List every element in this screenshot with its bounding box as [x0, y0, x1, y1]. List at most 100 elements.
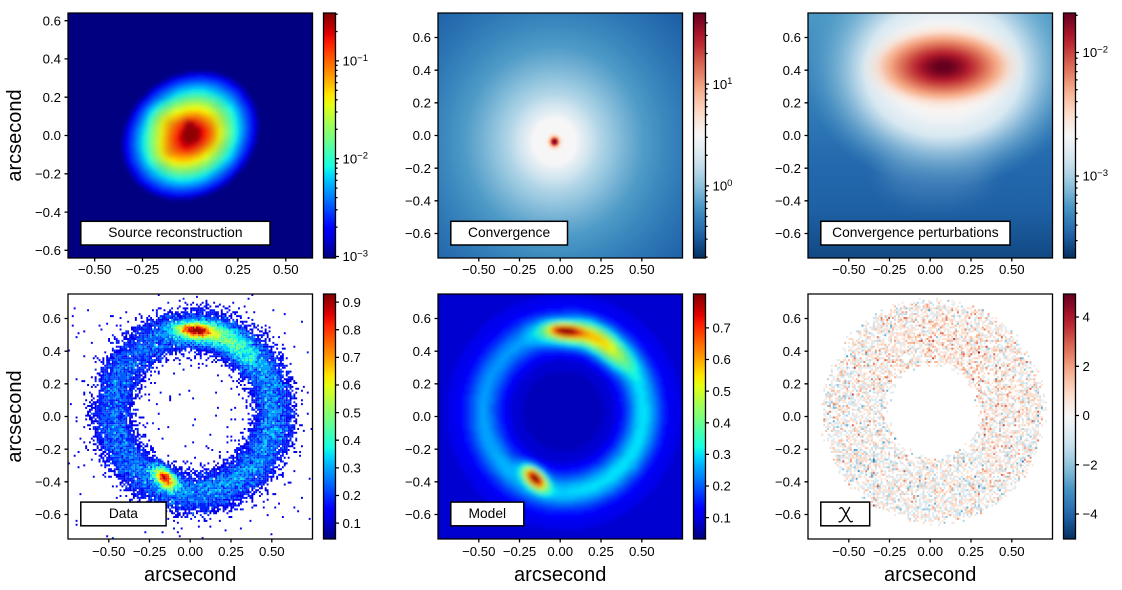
- svg-text:0.00: 0.00: [917, 262, 943, 277]
- svg-text:−0.50: −0.50: [462, 544, 495, 559]
- svg-text:0.8: 0.8: [343, 322, 361, 337]
- svg-text:−0.4: −0.4: [35, 475, 61, 490]
- svg-text:0.2: 0.2: [413, 377, 431, 392]
- svg-text:0.50: 0.50: [999, 544, 1025, 559]
- svg-text:0.00: 0.00: [547, 544, 573, 559]
- svg-text:−0.25: −0.25: [873, 544, 906, 559]
- svg-text:0.4: 0.4: [783, 344, 801, 359]
- svg-text:0.25: 0.25: [958, 262, 984, 277]
- svg-text:−0.4: −0.4: [405, 194, 431, 209]
- svg-text:0.6: 0.6: [413, 30, 431, 45]
- svg-text:0.4: 0.4: [783, 63, 801, 78]
- svg-text:−0.6: −0.6: [35, 243, 61, 258]
- svg-text:−0.6: −0.6: [35, 507, 61, 522]
- svg-text:0.7: 0.7: [343, 350, 361, 365]
- svg-text:Data: Data: [109, 506, 138, 521]
- svg-text:0.4: 0.4: [343, 433, 361, 448]
- svg-text:arcsecond: arcsecond: [144, 564, 236, 586]
- svg-text:0.6: 0.6: [783, 311, 801, 326]
- svg-text:−0.4: −0.4: [775, 475, 801, 490]
- svg-text:0.00: 0.00: [177, 544, 203, 559]
- svg-text:0.25: 0.25: [218, 544, 244, 559]
- svg-text:−0.25: −0.25: [126, 262, 159, 277]
- svg-text:0.50: 0.50: [273, 262, 299, 277]
- svg-text:−0.2: −0.2: [775, 442, 801, 457]
- svg-text:−0.25: −0.25: [133, 544, 166, 559]
- svg-text:−0.50: −0.50: [92, 544, 125, 559]
- svg-text:−0.2: −0.2: [405, 161, 431, 176]
- svg-text:0.6: 0.6: [43, 13, 61, 28]
- svg-text:0.6: 0.6: [713, 352, 731, 367]
- svg-text:0.1: 0.1: [343, 516, 361, 531]
- svg-text:−0.50: −0.50: [462, 262, 495, 277]
- svg-text:−2: −2: [1083, 457, 1098, 472]
- svg-text:0.1: 0.1: [713, 510, 731, 525]
- svg-text:−0.6: −0.6: [405, 507, 431, 522]
- svg-text:4: 4: [1083, 310, 1090, 325]
- svg-text:−0.2: −0.2: [775, 161, 801, 176]
- svg-text:−0.4: −0.4: [775, 194, 801, 209]
- svg-text:0.0: 0.0: [783, 128, 801, 143]
- svg-text:0.25: 0.25: [225, 262, 251, 277]
- svg-text:arcsecond: arcsecond: [884, 564, 976, 586]
- svg-text:−0.25: −0.25: [873, 262, 906, 277]
- svg-text:0.50: 0.50: [629, 262, 655, 277]
- svg-text:0.25: 0.25: [588, 262, 614, 277]
- svg-text:0.2: 0.2: [43, 90, 61, 105]
- svg-text:0.3: 0.3: [343, 461, 361, 476]
- svg-text:0.50: 0.50: [259, 544, 285, 559]
- svg-text:0.2: 0.2: [413, 96, 431, 111]
- svg-text:0.50: 0.50: [629, 544, 655, 559]
- svg-text:0.6: 0.6: [343, 378, 361, 393]
- svg-text:0.2: 0.2: [43, 377, 61, 392]
- svg-text:0.6: 0.6: [413, 311, 431, 326]
- svg-text:arcsecond: arcsecond: [4, 370, 26, 462]
- svg-text:−0.50: −0.50: [832, 544, 865, 559]
- svg-text:0.2: 0.2: [783, 377, 801, 392]
- svg-text:0: 0: [1083, 408, 1090, 423]
- svg-text:−0.50: −0.50: [832, 262, 865, 277]
- svg-text:0.2: 0.2: [783, 96, 801, 111]
- svg-text:Source reconstruction: Source reconstruction: [108, 225, 242, 240]
- svg-text:0.5: 0.5: [343, 405, 361, 420]
- svg-text:−0.2: −0.2: [405, 442, 431, 457]
- svg-text:−0.50: −0.50: [78, 262, 111, 277]
- svg-text:0.4: 0.4: [43, 52, 61, 67]
- svg-text:0.00: 0.00: [917, 544, 943, 559]
- svg-text:0.9: 0.9: [343, 295, 361, 310]
- svg-text:0.0: 0.0: [43, 128, 61, 143]
- svg-text:0.6: 0.6: [783, 30, 801, 45]
- svg-text:arcsecond: arcsecond: [4, 89, 26, 181]
- svg-text:−0.4: −0.4: [405, 475, 431, 490]
- svg-text:Model: Model: [469, 506, 507, 521]
- svg-text:0.0: 0.0: [783, 409, 801, 424]
- svg-text:0.25: 0.25: [958, 544, 984, 559]
- svg-text:0.2: 0.2: [343, 488, 361, 503]
- svg-text:0.0: 0.0: [43, 409, 61, 424]
- svg-text:0.7: 0.7: [713, 321, 731, 336]
- svg-text:−4: −4: [1083, 507, 1098, 522]
- svg-text:−0.6: −0.6: [775, 226, 801, 241]
- svg-text:0.6: 0.6: [43, 311, 61, 326]
- svg-text:2: 2: [1083, 359, 1090, 374]
- svg-text:−0.2: −0.2: [35, 442, 61, 457]
- svg-text:0.4: 0.4: [43, 344, 61, 359]
- svg-text:Convergence: Convergence: [468, 225, 550, 240]
- svg-text:Convergence perturbations: Convergence perturbations: [832, 225, 999, 240]
- svg-text:0.00: 0.00: [177, 262, 203, 277]
- svg-text:−0.2: −0.2: [35, 167, 61, 182]
- svg-text:0.3: 0.3: [713, 447, 731, 462]
- svg-text:arcsecond: arcsecond: [514, 564, 606, 586]
- svg-text:0.0: 0.0: [413, 128, 431, 143]
- svg-text:−0.25: −0.25: [503, 262, 536, 277]
- svg-text:−0.6: −0.6: [775, 507, 801, 522]
- svg-text:0.4: 0.4: [413, 344, 431, 359]
- svg-text:0.4: 0.4: [413, 63, 431, 78]
- svg-text:0.0: 0.0: [413, 409, 431, 424]
- svg-text:0.50: 0.50: [999, 262, 1025, 277]
- svg-text:0.25: 0.25: [588, 544, 614, 559]
- svg-text:−0.6: −0.6: [405, 226, 431, 241]
- svg-text:−0.25: −0.25: [503, 544, 536, 559]
- svg-text:0.4: 0.4: [713, 416, 731, 431]
- svg-text:−0.4: −0.4: [35, 205, 61, 220]
